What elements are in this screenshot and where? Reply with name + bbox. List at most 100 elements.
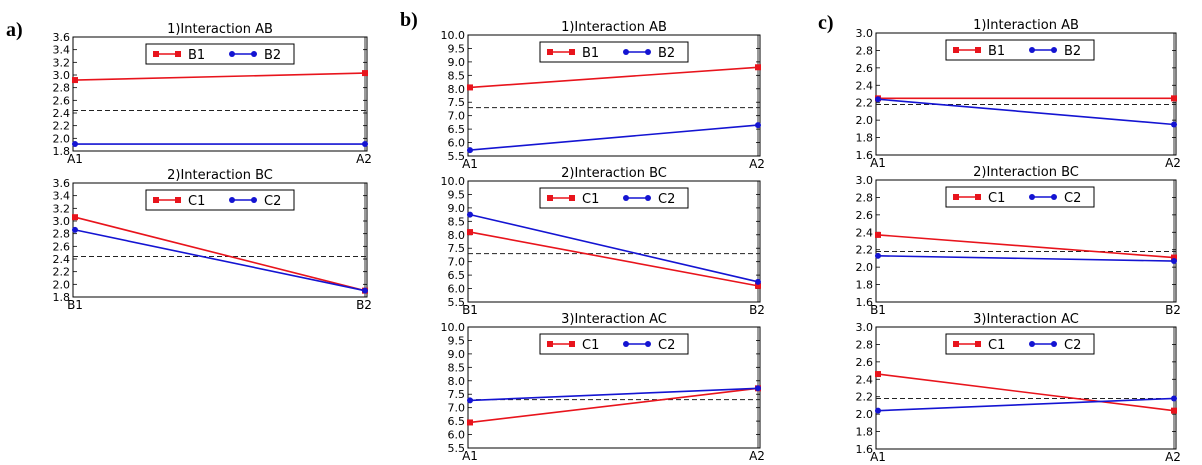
plot-frame	[72, 36, 368, 152]
x-tick-label: A2	[1165, 450, 1181, 464]
data-point-circle	[875, 96, 881, 103]
x-tick-label: A2	[749, 157, 765, 171]
x-tick-label: A1	[462, 449, 478, 463]
y-tick-label: 9.5	[448, 188, 466, 201]
legend-label-B2: B2	[658, 46, 675, 61]
data-point-circle	[1171, 258, 1177, 265]
y-tick-label: 3.2	[53, 202, 71, 215]
legend: B1 B2	[945, 39, 1095, 61]
x-tick-label: B1	[870, 303, 886, 317]
legend-marker-circle	[1051, 194, 1057, 200]
y-tick-label: 2.0	[856, 114, 874, 127]
legend-label-B1: B1	[988, 44, 1005, 59]
data-point-square	[1171, 95, 1177, 102]
legend-box	[539, 187, 689, 209]
chart-title: 2)Interaction BC	[561, 166, 667, 181]
chart-title: 1)Interaction AB	[973, 18, 1079, 33]
series-line-C1	[877, 373, 1175, 412]
data-point-circle	[755, 122, 761, 129]
legend-marker-circle	[1029, 47, 1035, 53]
chart-panel-c2: 1.6 1.8 2.0 2.2 2.4 2.6 2.8 3.0 B1 B2 2)Interactio…	[856, 165, 1181, 317]
y-tick-label: 8.0	[448, 83, 466, 96]
data-point-square	[467, 84, 473, 91]
chart-title: 3)Interaction AC	[561, 312, 667, 327]
y-tick-label: 1.6	[856, 149, 874, 162]
y-tick-label: 2.0	[856, 408, 874, 421]
x-tick-label: B2	[749, 303, 765, 317]
x-tick-label: A1	[462, 157, 478, 171]
chart-panel-b3: 5.56.06.57.07.58.08.59.09.510.0 A1 A2 3)Int…	[441, 312, 765, 463]
legend-label-C1: C1	[988, 191, 1005, 206]
y-tick-label: 9.5	[448, 334, 466, 347]
legend-marker-square	[547, 195, 553, 201]
y-tick-label: 2.2	[856, 391, 874, 404]
data-point-circle	[467, 211, 473, 218]
y-tick-label: 7.5	[448, 388, 466, 401]
chart-panel-b1: 5.56.06.57.07.58.08.59.09.510.0 A1 A2 1)Int…	[441, 20, 765, 171]
y-tick-label: 1.8	[53, 145, 71, 158]
legend-marker-circle	[645, 49, 651, 55]
y-tick-label: 7.0	[448, 110, 466, 123]
legend-marker-circle	[229, 51, 235, 57]
y-tick-label: 2.6	[53, 94, 71, 107]
y-tick-label: 2.4	[53, 107, 71, 120]
series-line-C2	[877, 255, 1175, 262]
y-tick-label: 9.5	[448, 42, 466, 55]
legend-marker-circle	[645, 341, 651, 347]
data-point-square	[467, 229, 473, 236]
y-tick-label: 1.6	[856, 296, 874, 309]
legend-marker-circle	[623, 195, 629, 201]
legend-marker-square	[975, 194, 981, 200]
legend-box	[945, 333, 1095, 355]
plot-frame	[72, 182, 368, 298]
chart-title: 2)Interaction BC	[167, 168, 273, 183]
legend: C1 C2	[945, 186, 1095, 208]
y-tick-label: 5.5	[448, 442, 466, 455]
legend: C1 C2	[145, 189, 295, 211]
panel-letter-a: a)	[6, 19, 23, 41]
chart-title: 2)Interaction BC	[973, 165, 1079, 180]
y-tick-label: 2.6	[856, 62, 874, 75]
y-tick-label: 3.0	[53, 69, 71, 82]
y-tick-label: 9.0	[448, 348, 466, 361]
y-tick-label: 2.2	[53, 266, 71, 279]
x-tick-label: A1	[870, 450, 886, 464]
legend-marker-square	[953, 194, 959, 200]
y-tick-label: 2.2	[53, 120, 71, 133]
series-line-C1	[469, 387, 759, 424]
chart-panel-a1: 1.82.02.22.42.62.83.03.23.43.6 A1 A2 1)Inte…	[53, 22, 372, 166]
legend-marker-square	[547, 341, 553, 347]
legend-label-C2: C2	[1064, 338, 1081, 353]
legend-marker-square	[153, 197, 159, 203]
y-tick-label: 2.4	[53, 253, 71, 266]
legend-box	[539, 41, 689, 63]
x-tick-label: B1	[67, 298, 83, 312]
legend-marker-square	[953, 341, 959, 347]
plot-frame	[467, 34, 761, 157]
series-line-B1	[469, 66, 759, 89]
y-tick-label: 1.8	[856, 426, 874, 439]
y-tick-label: 7.0	[448, 402, 466, 415]
legend: C1 C2	[539, 187, 689, 209]
y-tick-label: 5.5	[448, 296, 466, 309]
legend-marker-circle	[623, 341, 629, 347]
y-tick-label: 2.8	[53, 82, 71, 95]
data-point-square	[72, 77, 78, 84]
legend-marker-circle	[229, 197, 235, 203]
chart-title: 1)Interaction AB	[561, 20, 667, 35]
y-tick-label: 3.4	[53, 44, 71, 57]
legend-label-B2: B2	[1064, 44, 1081, 59]
x-tick-label: A1	[67, 152, 83, 166]
y-tick-label: 6.5	[448, 415, 466, 428]
y-tick-label: 1.8	[856, 279, 874, 292]
legend-marker-circle	[623, 49, 629, 55]
data-point-circle	[875, 407, 881, 414]
y-tick-label: 2.4	[856, 226, 874, 239]
y-tick-label: 1.6	[856, 443, 874, 456]
x-tick-label: A2	[1165, 156, 1181, 170]
y-tick-label: 2.8	[856, 191, 874, 204]
legend-marker-circle	[251, 197, 257, 203]
x-tick-label: A2	[356, 152, 372, 166]
plot-frame	[875, 326, 1177, 450]
